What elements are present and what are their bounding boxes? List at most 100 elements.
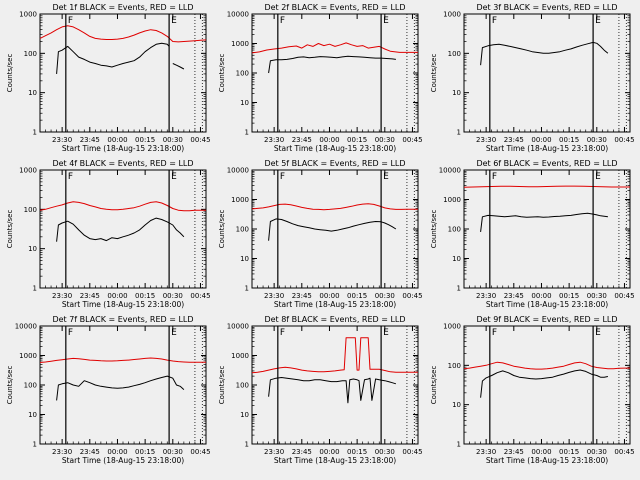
f-marker-label: F: [68, 328, 73, 338]
chart-panel-1: Det 1f BLACK = Events, RED = LLD 1 10 100 10…: [6, 3, 211, 153]
y-tick-label: 10: [28, 245, 37, 253]
plot-frame: [251, 325, 419, 445]
y-tick-label: 1000: [443, 196, 461, 204]
y-tick-label: 100: [236, 226, 249, 234]
series-events-line: [172, 63, 185, 70]
x-tick-label: 23:30: [52, 448, 72, 456]
x-tick-label: 00:15: [559, 136, 579, 144]
x-tick-label: 23:45: [80, 292, 100, 300]
x-tick-label: 00:30: [163, 448, 183, 456]
e-marker-label: E: [595, 328, 601, 338]
x-tick-label: 00:30: [587, 136, 607, 144]
x-tick-label: 23:30: [52, 136, 72, 144]
f-marker-label: F: [280, 328, 285, 338]
chart-title: Det 5f BLACK = Events, RED = LLD: [264, 159, 405, 168]
plot-frame: [39, 325, 207, 445]
chart-title: Det 3f BLACK = Events, RED = LLD: [476, 3, 617, 12]
x-tick-label: 00:00: [107, 448, 127, 456]
f-marker-label: F: [68, 16, 73, 26]
x-tick-label: 23:45: [504, 448, 524, 456]
y-tick-label: 1000: [231, 40, 249, 48]
x-tick-label: 00:45: [614, 292, 634, 300]
y-tick-label: 100: [448, 226, 461, 234]
y-axis-label: Counts/sec: [218, 54, 226, 93]
series-events-line: [268, 377, 397, 404]
chart-title: Det 9f BLACK = Events, RED = LLD: [476, 315, 617, 324]
y-tick-label: 10: [452, 255, 461, 263]
y-tick-label: 1: [457, 441, 461, 449]
y-tick-label: 100: [24, 50, 37, 58]
y-tick-label: 10000: [15, 323, 37, 331]
e-marker-label: E: [383, 328, 389, 338]
chart-panel-9: Det 9f BLACK = Events, RED = LLD 1 10 100 10…: [430, 315, 635, 465]
x-tick-label: 00:30: [587, 448, 607, 456]
y-tick-label: 10000: [227, 11, 249, 19]
e-marker-label: E: [383, 16, 389, 26]
series-events-line: [56, 217, 185, 242]
series-lld-line: [463, 361, 630, 370]
plot-frame: [463, 325, 631, 445]
x-tick-label: 00:15: [559, 448, 579, 456]
x-tick-label: 00:15: [347, 136, 367, 144]
y-tick-label: 1: [457, 285, 461, 293]
f-marker-label: F: [280, 172, 285, 182]
x-axis-label: Start Time (18-Aug-15 23:18:00): [486, 456, 608, 465]
chart-panel-2: Det 2f BLACK = Events, RED = LLD 1 10 100 10…: [218, 3, 423, 153]
y-tick-label: 1: [245, 129, 249, 137]
x-tick-label: 23:45: [292, 448, 312, 456]
x-tick-label: 23:45: [292, 292, 312, 300]
x-tick-label: 00:00: [107, 292, 127, 300]
e-marker-label: E: [383, 172, 389, 182]
x-tick-label: 00:30: [163, 292, 183, 300]
x-tick-label: 23:30: [476, 292, 496, 300]
x-axis-label: Start Time (18-Aug-15 23:18:00): [62, 300, 184, 309]
y-tick-label: 100: [448, 362, 461, 370]
series-events-line: [268, 55, 396, 74]
series-lld-line: [39, 201, 206, 212]
y-tick-label: 10000: [227, 167, 249, 175]
e-marker-label: E: [171, 328, 177, 338]
f-marker-label: F: [280, 16, 285, 26]
series-events-line: [56, 42, 170, 74]
f-marker-label: F: [68, 172, 73, 182]
x-tick-label: 00:45: [190, 136, 210, 144]
x-axis-label: Start Time (18-Aug-15 23:18:00): [486, 300, 608, 309]
chart-title: Det 6f BLACK = Events, RED = LLD: [476, 159, 617, 168]
x-axis-label: Start Time (18-Aug-15 23:18:00): [274, 300, 396, 309]
x-tick-label: 00:45: [614, 448, 634, 456]
y-tick-label: 1000: [231, 352, 249, 360]
x-tick-label: 23:30: [264, 136, 284, 144]
series-events-line: [56, 375, 185, 401]
chart-title: Det 4f BLACK = Events, RED = LLD: [52, 159, 193, 168]
x-tick-label: 00:45: [402, 136, 422, 144]
x-tick-label: 00:15: [559, 292, 579, 300]
plot-frame: [39, 169, 207, 289]
y-tick-label: 10: [452, 89, 461, 97]
y-tick-label: 10: [28, 411, 37, 419]
x-tick-label: 23:45: [80, 136, 100, 144]
series-lld-line: [251, 42, 418, 54]
x-tick-label: 00:00: [531, 292, 551, 300]
e-marker-label: E: [595, 172, 601, 182]
x-tick-label: 23:30: [52, 292, 72, 300]
x-tick-label: 00:00: [531, 136, 551, 144]
chart-title: Det 1f BLACK = Events, RED = LLD: [52, 3, 193, 12]
plot-frame: [251, 169, 419, 289]
y-tick-label: 1: [245, 441, 249, 449]
y-tick-label: 1: [33, 285, 37, 293]
y-axis-label: Counts/sec: [430, 54, 438, 93]
x-tick-label: 00:00: [107, 136, 127, 144]
x-axis-label: Start Time (18-Aug-15 23:18:00): [62, 456, 184, 465]
x-tick-label: 00:15: [347, 448, 367, 456]
e-marker-label: E: [171, 172, 177, 182]
y-tick-label: 10000: [227, 323, 249, 331]
chart-panel-5: Det 5f BLACK = Events, RED = LLD 1 10 100 10…: [218, 159, 423, 309]
series-lld-line: [39, 357, 206, 363]
x-axis-label: Start Time (18-Aug-15 23:18:00): [274, 456, 396, 465]
x-axis-label: Start Time (18-Aug-15 23:18:00): [274, 144, 396, 153]
series-lld-line: [251, 337, 418, 374]
series-events-line: [480, 212, 608, 232]
y-tick-label: 100: [448, 50, 461, 58]
x-tick-label: 00:00: [319, 448, 339, 456]
x-tick-label: 00:15: [135, 136, 155, 144]
